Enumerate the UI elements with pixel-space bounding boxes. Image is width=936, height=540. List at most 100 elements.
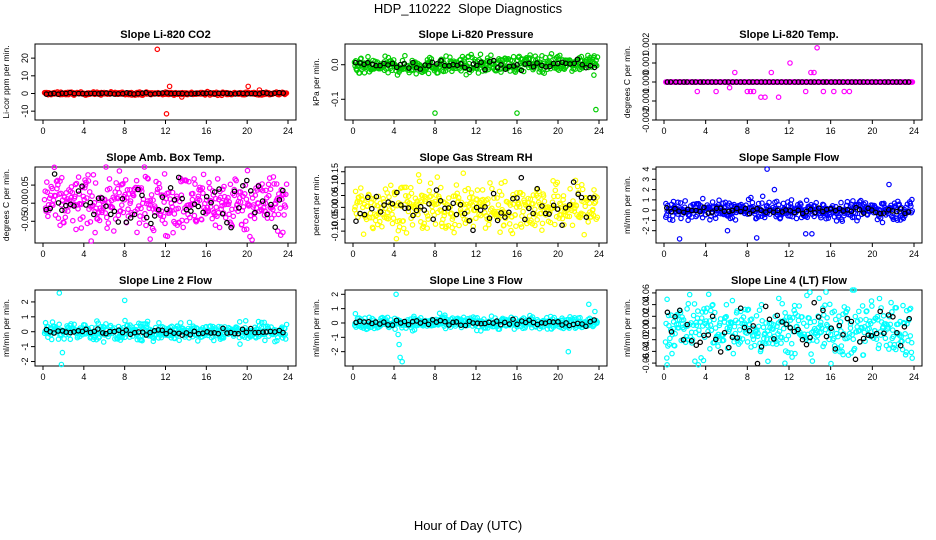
data-point bbox=[707, 345, 713, 352]
data-point bbox=[95, 320, 102, 327]
data-point bbox=[494, 208, 501, 215]
outlier-point bbox=[393, 291, 399, 298]
data-point bbox=[386, 194, 392, 200]
y-tick-label: 4 bbox=[641, 167, 651, 172]
data-point bbox=[876, 342, 882, 348]
reference-point bbox=[247, 325, 254, 332]
y-tick-label: -0.05 bbox=[330, 209, 340, 230]
y-tick-label: -1 bbox=[330, 333, 340, 341]
reference-point bbox=[885, 312, 892, 318]
reference-point bbox=[555, 318, 561, 325]
data-point bbox=[488, 52, 494, 59]
data-point bbox=[237, 189, 244, 195]
data-point bbox=[696, 327, 702, 334]
data-point bbox=[407, 184, 414, 191]
data-point bbox=[803, 323, 810, 329]
data-point bbox=[277, 205, 284, 212]
data-point bbox=[466, 194, 473, 201]
reference-point bbox=[264, 211, 270, 218]
data-point bbox=[514, 190, 520, 196]
data-point bbox=[176, 337, 183, 344]
reference-point bbox=[868, 332, 875, 339]
data-point bbox=[225, 201, 232, 208]
data-point bbox=[270, 174, 277, 180]
data-point bbox=[154, 189, 161, 196]
data-point bbox=[685, 300, 692, 307]
reference-point bbox=[820, 307, 826, 314]
x-tick-label: 20 bbox=[242, 372, 252, 382]
reference-point bbox=[865, 332, 872, 339]
panel-3: Slope Li-820 Temp.degrees C per min.0 4 8 1… bbox=[622, 29, 923, 136]
reference-point bbox=[175, 174, 182, 181]
reference-point bbox=[131, 211, 138, 218]
data-point bbox=[778, 340, 784, 346]
reference-point bbox=[583, 323, 589, 330]
data-point bbox=[709, 199, 716, 205]
data-point bbox=[874, 313, 881, 320]
data-point bbox=[909, 355, 916, 361]
reference-point bbox=[717, 205, 724, 212]
data-point bbox=[554, 179, 561, 186]
reference-point bbox=[807, 334, 813, 341]
outlier-point bbox=[886, 181, 892, 188]
reference-point bbox=[179, 195, 186, 202]
reference-point bbox=[530, 210, 536, 217]
reference-point bbox=[578, 194, 585, 201]
x-tick-label: 24 bbox=[909, 372, 919, 382]
data-point bbox=[487, 180, 493, 186]
y-axis-label: degrees C per min. bbox=[1, 169, 11, 241]
data-point bbox=[380, 195, 387, 202]
outlier-point bbox=[121, 297, 128, 304]
data-point bbox=[754, 333, 761, 340]
y-tick-label: 3 bbox=[641, 177, 651, 182]
data-point bbox=[868, 298, 875, 304]
reference-point bbox=[224, 330, 230, 336]
y-tick-label: 0.00 bbox=[330, 199, 340, 217]
data-point bbox=[720, 337, 727, 344]
data-point bbox=[541, 198, 548, 205]
data-point bbox=[783, 314, 790, 320]
reference-point bbox=[811, 299, 818, 306]
reference-point bbox=[729, 79, 736, 85]
reference-point bbox=[159, 194, 166, 200]
data-point bbox=[516, 201, 522, 208]
data-point bbox=[425, 70, 432, 77]
data-point bbox=[803, 197, 810, 204]
reference-point bbox=[583, 214, 590, 221]
data-point bbox=[804, 292, 810, 299]
data-point bbox=[851, 287, 858, 293]
data-point bbox=[669, 350, 675, 357]
y-tick-label: 0 bbox=[641, 208, 651, 213]
y-tick-label: 2 bbox=[20, 299, 30, 304]
data-point bbox=[743, 202, 749, 209]
data-point bbox=[479, 187, 486, 193]
data-point bbox=[755, 214, 762, 220]
data-point bbox=[437, 184, 444, 191]
data-point bbox=[751, 342, 758, 349]
data-point bbox=[403, 230, 410, 236]
data-point bbox=[236, 318, 243, 325]
data-point bbox=[186, 319, 193, 326]
reference-point bbox=[881, 330, 887, 337]
data-point bbox=[459, 210, 465, 216]
reference-point bbox=[688, 337, 695, 344]
data-point bbox=[63, 331, 69, 338]
data-point bbox=[880, 312, 887, 319]
reference-point bbox=[542, 210, 549, 217]
data-point bbox=[427, 180, 434, 187]
data-point bbox=[796, 303, 803, 309]
y-tick-label: 0.04 bbox=[641, 296, 651, 314]
data-point bbox=[402, 52, 408, 59]
data-point bbox=[200, 190, 206, 197]
data-point bbox=[408, 190, 415, 197]
data-point bbox=[539, 220, 546, 227]
reference-point bbox=[91, 211, 97, 218]
data-point bbox=[573, 203, 580, 209]
data-point bbox=[731, 323, 738, 330]
y-tick-label: -0.002 bbox=[641, 107, 651, 133]
reference-point bbox=[405, 321, 412, 328]
panel-title: Slope Sample Flow bbox=[739, 152, 840, 164]
data-point bbox=[755, 330, 761, 337]
outlier-point bbox=[713, 88, 719, 95]
